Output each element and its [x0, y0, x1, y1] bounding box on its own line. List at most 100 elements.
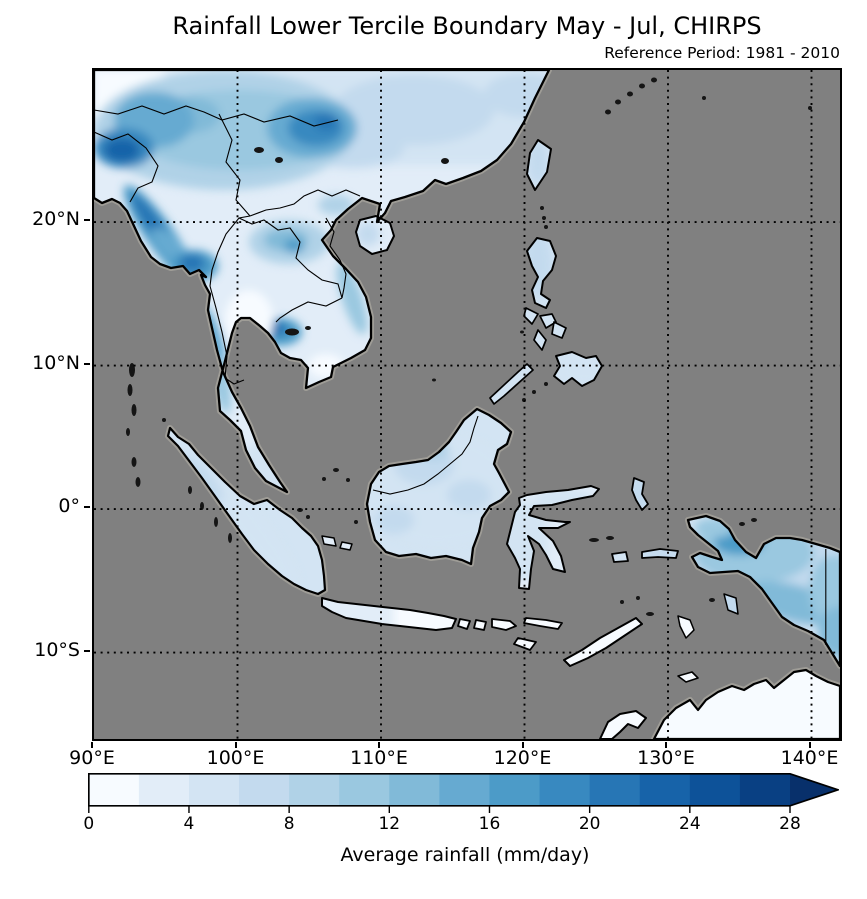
island-speck — [651, 77, 657, 83]
colorbar-tick-label: 24 — [679, 814, 701, 834]
island-speck — [540, 206, 544, 210]
colorbar-tick-label: 16 — [478, 814, 501, 834]
island-speck — [135, 477, 141, 487]
coast-land-asia-mainland — [94, 70, 551, 494]
colorbar-tick-label: 0 — [83, 814, 95, 834]
island-speck — [589, 538, 599, 542]
y-tick-label: 0° — [58, 495, 80, 518]
rain-patch — [356, 222, 380, 246]
rain-patch — [318, 195, 354, 215]
coast-land-borneo — [365, 407, 513, 566]
y-tick-mark — [83, 362, 90, 365]
island-speck — [346, 478, 350, 482]
island-speck — [639, 83, 645, 89]
coast-land-australia — [652, 668, 840, 739]
colorbar-tick-label: 8 — [283, 814, 295, 834]
colorbar-tick-label: 4 — [183, 814, 195, 834]
border-line — [275, 297, 343, 323]
y-tick-mark — [83, 219, 90, 222]
island-speck — [305, 326, 311, 330]
coast-land-luzon — [526, 237, 557, 309]
island-speck — [254, 147, 264, 153]
figure-subtitle: Reference Period: 1981 - 2010 — [604, 44, 840, 62]
island-speck — [636, 596, 640, 600]
island-speck — [131, 457, 137, 467]
x-tick-label: 140°E — [780, 747, 839, 769]
x-tick-label: 110°E — [350, 747, 408, 769]
map-axes — [92, 68, 842, 741]
island-speck — [200, 502, 204, 510]
colorbar-outline — [87, 772, 841, 807]
x-tick-mark — [665, 742, 667, 748]
island-speck — [751, 518, 757, 522]
y-tick-mark — [83, 506, 90, 509]
island-speck — [285, 328, 299, 336]
rain-patch — [334, 75, 494, 145]
island-speck — [127, 384, 133, 396]
island-speck — [620, 600, 624, 604]
border-line — [209, 215, 251, 379]
island-speck — [354, 520, 358, 524]
coast-land-lesser-sundas — [457, 617, 563, 651]
x-tick-mark — [91, 742, 93, 748]
small-islands — [126, 77, 812, 616]
colorbar-label: Average rainfall (mm/day) — [340, 844, 590, 866]
colorbar-segment — [239, 773, 290, 806]
island-speck — [808, 106, 812, 110]
island-speck — [441, 158, 449, 164]
border-line — [249, 189, 361, 217]
island-speck — [605, 109, 611, 115]
y-tick-label: 10°N — [32, 351, 80, 374]
colorbar-segment — [739, 773, 791, 806]
x-tick-mark — [234, 742, 237, 748]
island-speck — [126, 428, 130, 436]
border-line — [94, 131, 159, 203]
island-speck — [322, 477, 326, 481]
rain-patch — [104, 138, 140, 162]
x-tick-mark — [808, 742, 811, 748]
land-australia-nw — [600, 711, 646, 739]
land-philippines-islands — [490, 308, 566, 404]
island-speck — [188, 486, 192, 494]
rain-patch — [528, 140, 548, 184]
x-tick-label: 90°E — [69, 747, 115, 769]
island-speck — [702, 96, 706, 100]
island-speck — [306, 515, 310, 519]
coast-land-australia-nw — [599, 710, 647, 739]
colorbar-segment — [88, 773, 140, 806]
y-tick-label: 20°N — [32, 208, 80, 231]
coast-land-taiwan — [526, 139, 552, 191]
island-speck — [131, 404, 137, 416]
coast-land-sumatra — [166, 426, 327, 596]
colorbar-tick-label: 20 — [578, 814, 601, 834]
coast-land-hainan — [355, 215, 395, 255]
island-speck — [129, 363, 135, 377]
island-speck — [739, 522, 745, 526]
colorbar-svg — [87, 772, 841, 813]
colorbar-segment — [439, 773, 491, 806]
island-speck — [542, 216, 546, 220]
border-line — [94, 105, 339, 127]
colorbar-segment — [289, 773, 340, 806]
x-tick-label: 130°E — [637, 747, 695, 769]
colorbar-segment — [489, 773, 541, 806]
island-speck — [606, 536, 614, 540]
rain-patch — [447, 480, 491, 510]
border-line — [325, 217, 347, 299]
figure-title: Rainfall Lower Tercile Boundary May - Ju… — [172, 12, 762, 40]
island-speck — [214, 517, 218, 527]
colorbar-segment — [389, 773, 440, 806]
coast-land-timor — [563, 617, 643, 667]
island-speck — [627, 91, 633, 97]
island-speck — [532, 390, 536, 394]
coast-land-maluku — [611, 477, 679, 563]
y-tick-mark — [83, 649, 90, 652]
coast-land-sulawesi — [506, 485, 600, 590]
island-speck — [520, 330, 524, 334]
rain-patch — [288, 110, 344, 146]
coast-land-tanimbar — [677, 615, 695, 639]
graticule — [94, 70, 840, 739]
y-tick-label: 10°S — [34, 638, 80, 661]
x-tick-mark — [521, 742, 524, 748]
